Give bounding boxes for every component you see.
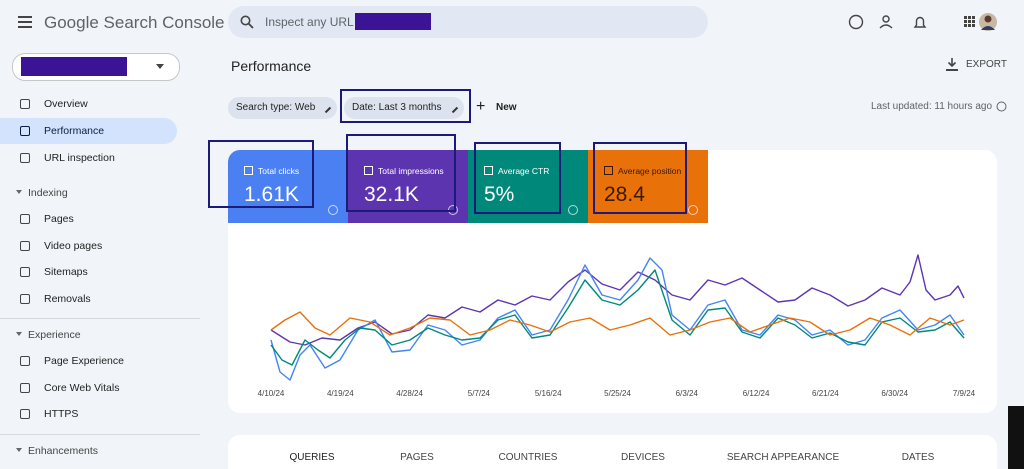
annotation-box (474, 142, 561, 214)
metric-value: 28.4 (604, 183, 645, 206)
annotation-box (346, 134, 456, 212)
top-icons[interactable] (848, 13, 998, 33)
x-tick-label: 4/19/24 (326, 389, 354, 398)
nav-item[interactable]: URL inspection (0, 145, 177, 171)
redacted (21, 57, 127, 76)
nav-item[interactable]: Page Experience (0, 348, 177, 374)
menu-icon[interactable] (18, 16, 32, 28)
nav-icon (20, 153, 30, 163)
metric-help (688, 205, 698, 215)
metric-value: 1.61K (244, 183, 299, 206)
new-filter[interactable]: New (496, 102, 517, 113)
nav-icon (20, 214, 30, 224)
metric-card[interactable]: Average position 28.4 (588, 150, 708, 223)
metric-value: 32.1K (364, 183, 419, 206)
nav-section[interactable]: Indexing (28, 187, 68, 199)
redacted (355, 13, 431, 30)
nav-item[interactable]: HTTPS (0, 401, 177, 427)
nav-icon (20, 293, 30, 304)
nav-item[interactable]: Performance (0, 118, 177, 144)
nav-icon (20, 126, 30, 136)
side-toolbar (1008, 406, 1024, 469)
x-tick-label: 6/12/24 (742, 389, 770, 398)
tab[interactable]: SEARCH APPEARANCE (726, 452, 840, 463)
nav-icon (20, 267, 30, 277)
help-icon[interactable] (996, 101, 1007, 112)
x-tick-label: 4/10/24 (257, 389, 285, 398)
x-tick-label: 7/9/24 (952, 389, 976, 398)
nav-section[interactable]: Enhancements (28, 444, 99, 457)
nav-item[interactable]: Removals (0, 286, 177, 312)
x-tick-label: 5/7/24 (467, 389, 491, 398)
filter-chip[interactable]: Search type: Web (228, 97, 338, 119)
search-icon (240, 15, 254, 29)
tab[interactable]: PAGES (400, 452, 434, 463)
search-box[interactable]: Inspect any URL in (228, 6, 708, 38)
divider (0, 433, 200, 435)
edit-icon (320, 101, 332, 114)
performance-chart (270, 254, 965, 381)
section-arrow (16, 447, 22, 452)
nav-item[interactable]: Video pages (0, 233, 177, 259)
position-line (270, 311, 965, 336)
tab[interactable]: QUERIES (289, 452, 335, 463)
logo[interactable]: Google Search Console (44, 13, 225, 32)
metric-card[interactable]: Total clicks 1.61K (228, 150, 348, 223)
x-tick-label: 6/21/24 (812, 389, 839, 398)
annotation-box (593, 142, 687, 214)
nav-icon (20, 240, 30, 251)
metric-help (328, 205, 338, 215)
nav-item[interactable]: Core Web Vitals (0, 375, 177, 401)
annotation-box (208, 140, 314, 208)
export-icon (946, 58, 958, 71)
section-arrow (16, 190, 22, 194)
plus-icon: + (476, 98, 486, 115)
metric-label: Total clicks (244, 166, 299, 176)
clicks-line (270, 257, 965, 381)
tabs-card (228, 435, 997, 469)
metric-label: Average CTR (484, 166, 549, 176)
nav-icon (20, 382, 30, 393)
x-tick-label: 4/28/24 (396, 389, 423, 398)
nav-icon (20, 99, 30, 109)
metric-help (568, 205, 578, 215)
last-updated: Last updated: 11 hours ago (871, 101, 993, 112)
x-tick-label: 5/16/24 (534, 389, 562, 398)
top-bar: Google Search Console Inspect any URL in (0, 0, 1024, 46)
metric-label: Average position (604, 166, 681, 176)
property-selector[interactable] (12, 53, 180, 81)
nav-item[interactable]: Overview (0, 91, 177, 117)
x-tick-label: 5/25/24 (604, 389, 631, 398)
nav-icon (20, 356, 30, 366)
divider (0, 318, 200, 319)
tab[interactable]: COUNTRIES (498, 452, 558, 463)
dropdown-arrow (156, 64, 164, 69)
x-tick-label: 6/30/24 (881, 389, 909, 398)
nav-item[interactable]: Sitemaps (0, 259, 177, 285)
metric-value: 5% (484, 183, 515, 206)
annotation-box (340, 89, 471, 123)
metric-label: Total impressions (364, 166, 444, 176)
nav-icon (20, 409, 30, 419)
export-button[interactable]: EXPORT (966, 59, 1007, 70)
nav-section[interactable]: Experience (28, 329, 81, 341)
page-title: Performance (231, 58, 312, 74)
ctr-line (270, 269, 965, 366)
tab[interactable]: DATES (901, 452, 935, 463)
section-arrow (16, 332, 22, 336)
filter-chip[interactable]: Date: Last 3 months (344, 97, 464, 119)
x-tick-label: 6/3/24 (675, 389, 698, 398)
metric-card[interactable]: Average CTR 5% (468, 150, 588, 223)
search-placeholder: Inspect any URL in (265, 15, 366, 29)
tab[interactable]: DEVICES (621, 452, 665, 463)
nav-item[interactable]: Pages (0, 206, 177, 232)
